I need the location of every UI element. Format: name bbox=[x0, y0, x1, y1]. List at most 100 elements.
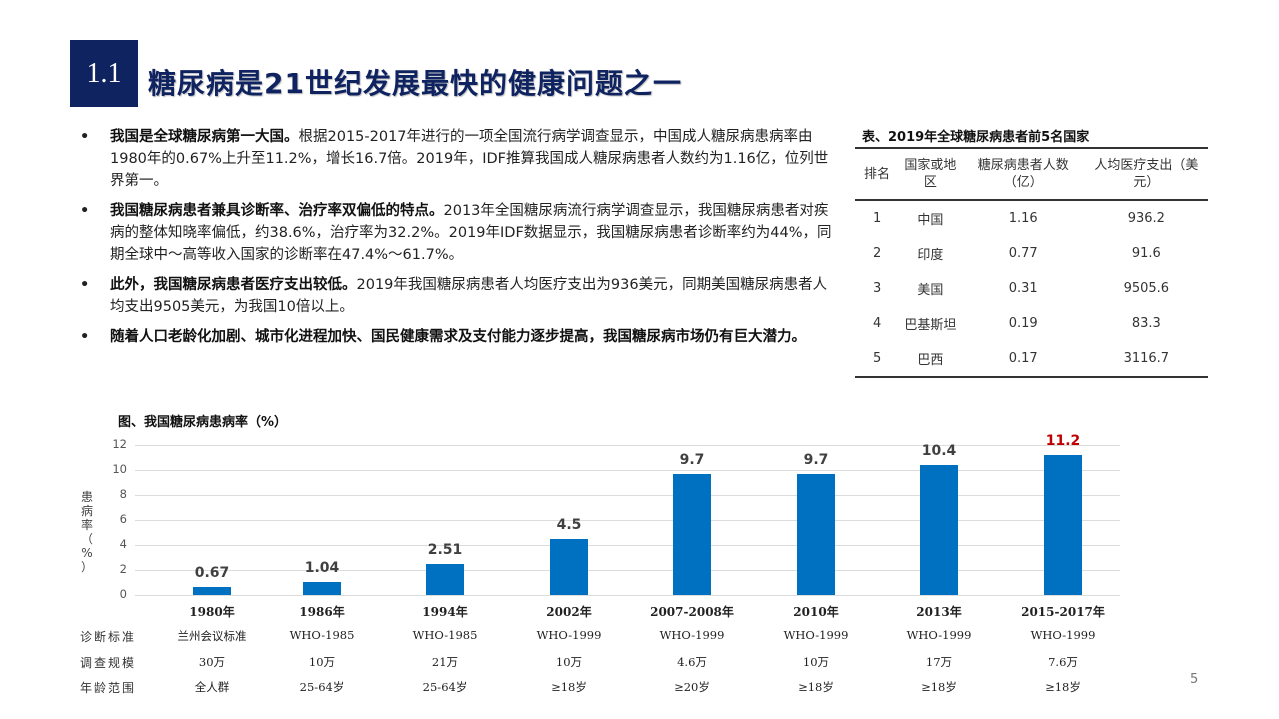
bar-value-label: 9.7 bbox=[679, 451, 705, 468]
bullet-item: • 此外，我国糖尿病患者医疗支出较低。2019年我国糖尿病患者人均医疗支出为936… bbox=[80, 274, 840, 318]
x-category-label: 2007-2008年 bbox=[650, 605, 734, 619]
bar bbox=[193, 586, 231, 595]
diagnostic-standard-cell: WHO-1985 bbox=[412, 628, 478, 642]
spending-cell: 936.2 bbox=[1127, 211, 1165, 226]
table-title: 表、2019年全球糖尿病患者前5名国家 bbox=[862, 130, 1090, 145]
y-tick-label: 6 bbox=[119, 512, 127, 526]
table-row: 4 巴基斯坦 0.19 83.3 bbox=[855, 306, 1208, 341]
country-cell: 印度 bbox=[917, 248, 944, 263]
rank-cell: 3 bbox=[873, 281, 882, 296]
y-tick-label: 0 bbox=[119, 587, 127, 601]
bar-value-label: 10.4 bbox=[921, 443, 957, 459]
age-range-cell: 全人群 bbox=[194, 680, 230, 694]
diagnostic-standard-cell: WHO-1985 bbox=[289, 628, 355, 642]
bullet-dot-icon: • bbox=[80, 203, 90, 219]
bullet-item: • 我国是全球糖尿病第一大国。根据2015-2017年进行的一项全国流行病学调查显… bbox=[80, 126, 840, 192]
patients-cell: 0.31 bbox=[1008, 281, 1038, 296]
x-category-label: 2013年 bbox=[916, 605, 962, 619]
bullet-text: 2013年全国糖尿病流行病学调查显示，我国糖尿病患者对疾病的整体知晓率偏低，约3… bbox=[110, 203, 832, 263]
header-patients: 糖尿病患者人数（亿） bbox=[961, 149, 1085, 201]
table-row: 2 印度 0.77 91.6 bbox=[855, 236, 1208, 271]
diagnostic-standard-cell: WHO-1999 bbox=[659, 628, 725, 642]
country-cell: 中国 bbox=[917, 213, 944, 228]
bar bbox=[920, 465, 958, 595]
patients-cell: 1.16 bbox=[1008, 211, 1038, 226]
x-category-label: 2002年 bbox=[546, 605, 592, 619]
country-cell: 美国 bbox=[917, 283, 944, 298]
bar-value-label: 9.7 bbox=[803, 451, 829, 468]
survey-scale-cell: 10万 bbox=[802, 655, 830, 669]
diagnostic-standard-cell: WHO-1999 bbox=[906, 628, 972, 642]
age-range-cell: ≥18岁 bbox=[798, 680, 834, 694]
country-cell: 巴西 bbox=[917, 353, 944, 368]
bullet-list: • 我国是全球糖尿病第一大国。根据2015-2017年进行的一项全国流行病学调查显… bbox=[80, 126, 840, 356]
row-label-survey-scale: 调查规模 bbox=[80, 656, 137, 670]
gridline bbox=[135, 545, 1120, 546]
age-range-cell: ≥18岁 bbox=[921, 680, 957, 694]
row-label-diagnostic-standard: 诊断标准 bbox=[80, 630, 137, 644]
x-category-label: 1980年 bbox=[189, 605, 235, 619]
table-row: 3 美国 0.31 9505.6 bbox=[855, 271, 1208, 306]
age-range-cell: ≥20岁 bbox=[674, 680, 710, 694]
bullet-text: 2019年我国糖尿病患者人均医疗支出为936美元，同期美国糖尿病患者人均支出95… bbox=[110, 277, 828, 315]
age-range-cell: 25-64岁 bbox=[299, 680, 345, 694]
bar-value-label: 4.5 bbox=[556, 516, 582, 533]
spending-cell: 3116.7 bbox=[1123, 351, 1170, 366]
patients-cell: 0.77 bbox=[1008, 246, 1038, 261]
gridline bbox=[135, 595, 1120, 596]
survey-scale-cell: 10万 bbox=[308, 655, 336, 669]
country-cell: 巴基斯坦 bbox=[904, 318, 957, 333]
x-category-label: 2015-2017年 bbox=[1021, 605, 1105, 619]
x-category-label: 1994年 bbox=[422, 605, 468, 619]
bullet-heading: 我国是全球糖尿病第一大国。 bbox=[110, 129, 299, 145]
rank-cell: 1 bbox=[873, 211, 882, 226]
rank-cell: 5 bbox=[873, 351, 882, 366]
bullet-text: 根据2015-2017年进行的一项全国流行病学调查显示，中国成人糖尿病患病率由1… bbox=[110, 129, 829, 189]
bullet-dot-icon: • bbox=[80, 129, 90, 145]
header-rank: 排名 bbox=[855, 149, 899, 201]
row-label-age-range: 年龄范围 bbox=[80, 681, 137, 695]
bullet-dot-icon: • bbox=[80, 277, 90, 293]
survey-scale-cell: 17万 bbox=[925, 655, 953, 669]
bar-value-label: 11.2 bbox=[1045, 433, 1081, 449]
diagnostic-standard-cell: WHO-1999 bbox=[536, 628, 602, 642]
page-number: 5 bbox=[1190, 672, 1199, 687]
top5-countries-table: 排名 国家或地区 糖尿病患者人数（亿） 人均医疗支出（美元） 1 中国 1.16 93… bbox=[855, 147, 1208, 378]
header-country: 国家或地区 bbox=[899, 149, 962, 201]
y-tick-label: 8 bbox=[119, 487, 127, 501]
age-range-cell: ≥18岁 bbox=[1045, 680, 1081, 694]
bar bbox=[797, 473, 835, 595]
bullet-item: • 随着人口老龄化加剧、城市化进程加快、国民健康需求及支付能力逐步提高，我国糖尿病… bbox=[80, 326, 840, 348]
bullet-dot-icon: • bbox=[80, 329, 90, 345]
spending-cell: 83.3 bbox=[1131, 316, 1161, 331]
rank-cell: 4 bbox=[873, 316, 882, 331]
y-tick-label: 2 bbox=[119, 562, 127, 576]
bullet-item: • 我国糖尿病患者兼具诊断率、治疗率双偏低的特点。2013年全国糖尿病流行病学调查… bbox=[80, 200, 840, 266]
diagnostic-standard-cell: WHO-1999 bbox=[1030, 628, 1096, 642]
page-title: 糖尿病是21世纪发展最快的健康问题之一 bbox=[148, 67, 682, 100]
table-row: 5 巴西 0.17 3116.7 bbox=[855, 341, 1208, 376]
spending-cell: 91.6 bbox=[1131, 246, 1161, 261]
rank-cell: 2 bbox=[873, 246, 882, 261]
survey-scale-cell: 30万 bbox=[198, 655, 226, 669]
table-row: 1 中国 1.16 936.2 bbox=[855, 200, 1208, 236]
bar bbox=[550, 538, 588, 595]
diagnostic-standard-cell: WHO-1999 bbox=[783, 628, 849, 642]
y-tick-label: 12 bbox=[112, 437, 127, 451]
bar-value-label: 2.51 bbox=[427, 541, 463, 558]
gridline bbox=[135, 445, 1120, 446]
x-category-label: 2010年 bbox=[793, 605, 839, 619]
bar bbox=[426, 563, 464, 595]
bar bbox=[1044, 455, 1082, 595]
bar bbox=[303, 582, 341, 595]
header-spending: 人均医疗支出（美元） bbox=[1084, 149, 1208, 201]
gridline bbox=[135, 470, 1120, 471]
survey-scale-cell: 21万 bbox=[431, 655, 459, 669]
y-tick-label: 10 bbox=[112, 462, 127, 476]
y-axis-label: 患病率（%） bbox=[80, 490, 93, 574]
age-range-cell: 25-64岁 bbox=[422, 680, 468, 694]
bar-value-label: 0.67 bbox=[194, 564, 230, 581]
table-header-row: 排名 国家或地区 糖尿病患者人数（亿） 人均医疗支出（美元） bbox=[855, 149, 1208, 201]
spending-cell: 9505.6 bbox=[1123, 281, 1170, 296]
survey-scale-cell: 10万 bbox=[555, 655, 583, 669]
